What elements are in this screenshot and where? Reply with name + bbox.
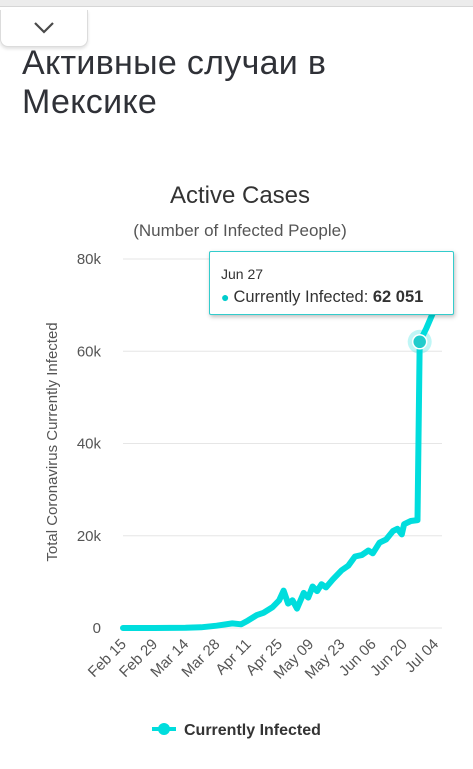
legend-label: Currently Infected bbox=[184, 722, 321, 739]
top-bar bbox=[0, 0, 473, 7]
chart-title: Active Cases bbox=[170, 182, 310, 209]
y-tick-label: 40k bbox=[77, 436, 102, 453]
y-axis-label: Total Coronavirus Currently Infected bbox=[44, 322, 61, 561]
chart-subtitle: (Number of Infected People) bbox=[133, 221, 347, 240]
highlighted-point[interactable] bbox=[411, 334, 428, 350]
series-line-currently-infected bbox=[120, 304, 439, 631]
tooltip-series-dot: ● bbox=[221, 289, 230, 305]
chevron-down-icon bbox=[34, 22, 54, 34]
y-tick-label: 80k bbox=[77, 251, 102, 268]
tooltip-value: 62 051 bbox=[372, 288, 424, 306]
page-title: Активные случаи в Мексике bbox=[22, 44, 327, 121]
legend[interactable]: Currently Infected bbox=[152, 722, 321, 739]
collapse-toggle-button[interactable] bbox=[0, 10, 88, 47]
y-tick-label: 60k bbox=[77, 343, 102, 360]
tooltip: Jun 27 ● Currently Infected: 62 051 bbox=[209, 251, 454, 315]
y-tick-label: 20k bbox=[77, 528, 102, 545]
legend-marker bbox=[158, 723, 170, 735]
tooltip-date: Jun 27 bbox=[221, 266, 264, 282]
y-tick-label: 0 bbox=[93, 620, 101, 637]
tooltip-row: ● Currently Infected: 62 051 bbox=[221, 288, 423, 307]
x-tick-label: Jul 04 bbox=[402, 636, 442, 676]
tooltip-series-label: Currently Infected: bbox=[233, 288, 369, 306]
